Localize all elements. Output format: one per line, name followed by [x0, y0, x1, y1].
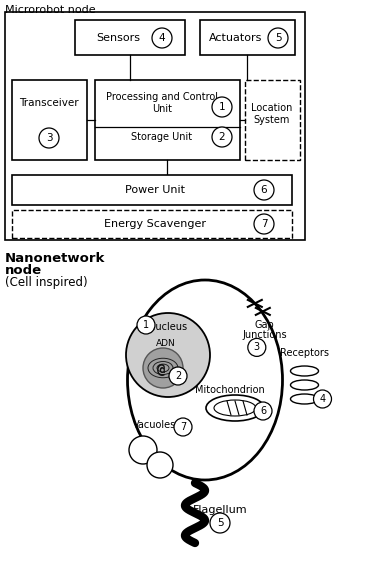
Text: ADN: ADN	[156, 339, 176, 348]
Text: 4: 4	[159, 33, 165, 43]
Text: 7: 7	[180, 422, 186, 432]
Text: Unit: Unit	[152, 104, 172, 114]
Circle shape	[254, 180, 274, 200]
Text: System: System	[254, 115, 290, 125]
Text: 3: 3	[254, 342, 260, 352]
Ellipse shape	[214, 400, 256, 416]
Text: 5: 5	[217, 518, 223, 528]
Text: Vacuoles: Vacuoles	[133, 420, 177, 430]
Circle shape	[152, 28, 172, 48]
Text: 1: 1	[219, 102, 225, 112]
Bar	[12, 210, 292, 238]
Circle shape	[137, 316, 155, 334]
Text: Location: Location	[251, 103, 293, 113]
Text: 6: 6	[261, 185, 267, 195]
Text: Gap: Gap	[255, 320, 275, 330]
Text: Junctions: Junctions	[243, 330, 287, 340]
Circle shape	[147, 452, 173, 478]
Circle shape	[254, 402, 272, 420]
Circle shape	[169, 367, 187, 385]
Text: 2: 2	[175, 371, 181, 381]
Bar	[12, 175, 292, 205]
Circle shape	[212, 127, 232, 147]
Text: 2: 2	[219, 132, 225, 142]
Circle shape	[313, 390, 331, 408]
Circle shape	[143, 348, 183, 388]
Circle shape	[174, 418, 192, 436]
Ellipse shape	[291, 394, 319, 404]
Bar	[12, 80, 87, 160]
Text: 4: 4	[319, 394, 326, 404]
Text: 3: 3	[46, 133, 52, 143]
Ellipse shape	[206, 395, 264, 421]
Text: Receptors: Receptors	[280, 348, 329, 358]
Circle shape	[268, 28, 288, 48]
Text: 1: 1	[143, 320, 149, 330]
Bar	[75, 20, 185, 55]
Text: 7: 7	[261, 219, 267, 229]
Circle shape	[129, 436, 157, 464]
Text: Processing and Control: Processing and Control	[106, 92, 218, 102]
Text: (Cell inspired): (Cell inspired)	[5, 276, 88, 289]
Text: 5: 5	[275, 33, 281, 43]
Circle shape	[248, 339, 266, 356]
Circle shape	[210, 513, 230, 533]
Text: Nanonetwork: Nanonetwork	[5, 252, 105, 265]
Text: node: node	[5, 264, 42, 277]
Text: 6: 6	[260, 406, 266, 416]
Ellipse shape	[291, 380, 319, 390]
Text: Sensors: Sensors	[96, 33, 140, 43]
Text: Power Unit: Power Unit	[125, 185, 185, 195]
Bar	[95, 80, 240, 160]
Ellipse shape	[291, 366, 319, 376]
Circle shape	[126, 313, 210, 397]
Text: Nucleus: Nucleus	[148, 322, 188, 332]
Ellipse shape	[127, 280, 283, 480]
Text: Storage Unit: Storage Unit	[131, 132, 193, 142]
Bar	[245, 80, 300, 160]
Text: Mitochondrion: Mitochondrion	[195, 385, 265, 395]
Text: Transceiver: Transceiver	[19, 98, 79, 108]
Circle shape	[212, 97, 232, 117]
Bar	[200, 20, 295, 55]
Text: Flagellum: Flagellum	[193, 505, 247, 515]
Text: @: @	[157, 363, 165, 377]
Bar	[5, 12, 305, 240]
Circle shape	[254, 214, 274, 234]
Circle shape	[39, 128, 59, 148]
Text: Microrobot node: Microrobot node	[5, 5, 96, 15]
Text: Actuators: Actuators	[209, 33, 263, 43]
Text: Energy Scavenger: Energy Scavenger	[104, 219, 206, 229]
